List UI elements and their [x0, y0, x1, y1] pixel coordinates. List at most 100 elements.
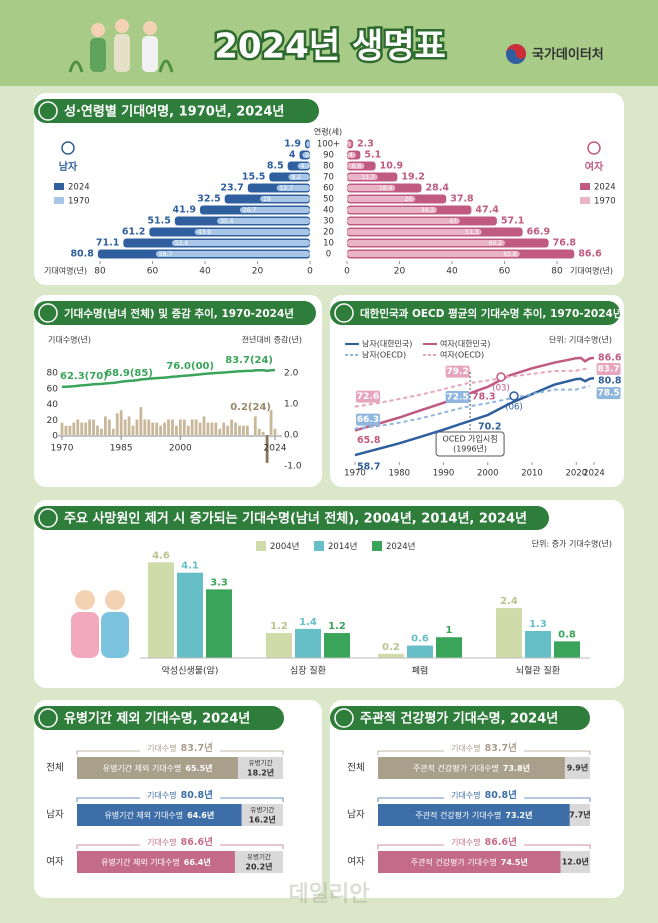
data-label: 80.8	[70, 249, 94, 260]
bar	[147, 419, 151, 435]
bar	[269, 410, 273, 435]
category-label: 폐렴	[412, 665, 429, 677]
category-label: 남자	[347, 810, 365, 821]
data-label: 51.5	[147, 216, 170, 227]
x-tick-label: 2010	[521, 469, 543, 479]
segment-value: 16.2년	[249, 815, 276, 825]
data-label: 0.8	[558, 629, 576, 640]
x-tick-label: 80	[94, 267, 106, 277]
bar	[178, 419, 182, 435]
data-label: 1.5	[309, 141, 319, 148]
y2-tick-label: -1.0	[284, 462, 302, 472]
bar-segment	[77, 804, 242, 826]
data-label: 3.4	[343, 152, 353, 159]
bar	[295, 628, 321, 658]
agency-name: 국가데이터처	[532, 47, 604, 63]
y-tick-label: 60	[47, 384, 59, 394]
segment-value: 20.2년	[245, 862, 272, 872]
data-label: 2.4	[500, 596, 518, 607]
legend-label: 1970	[68, 197, 90, 207]
bar	[76, 419, 80, 435]
axis-title: 기대여명(년)	[570, 266, 613, 276]
label-box	[445, 391, 470, 403]
bar	[186, 425, 190, 435]
bar	[525, 630, 551, 658]
data-label: 65.8	[503, 251, 517, 258]
bar	[260, 196, 310, 202]
category-label: 50	[323, 195, 334, 205]
panel-title-bar	[34, 506, 549, 530]
category-label: 악성신생물(암)	[162, 665, 219, 677]
category-label: 30	[323, 217, 334, 227]
panel-title-bar	[34, 301, 316, 325]
panel	[34, 295, 322, 487]
unit: 단위: 증가 기대수명(년)	[532, 539, 612, 549]
bar	[111, 428, 115, 435]
bar	[324, 633, 350, 658]
data-label: 5.1	[364, 150, 381, 161]
bar	[206, 589, 232, 658]
bar-segment	[560, 851, 590, 873]
segment-label: 유병기간 제외 기대수명 64.6년	[104, 810, 214, 820]
bar	[273, 428, 277, 435]
bar	[496, 608, 522, 658]
x-tick-label: 1970	[344, 469, 366, 479]
bar	[261, 431, 265, 435]
bar	[214, 422, 218, 435]
panel-title: 유병기간 제외 기대수명, 2024년	[64, 711, 250, 727]
total-label-bg	[140, 836, 220, 847]
data-label: 80.8	[598, 376, 622, 387]
bar-segment	[564, 757, 590, 779]
bar	[96, 425, 99, 435]
bar	[302, 152, 310, 158]
y2-axis-title: 전년대비 증감(년)	[242, 335, 302, 345]
y-tick-label: 20	[47, 416, 59, 426]
bar	[100, 428, 103, 435]
total-name: 기대수명	[147, 837, 176, 847]
category-label: 전체	[347, 763, 364, 774]
category-label: 20	[323, 228, 334, 238]
legend-label: 2024	[68, 183, 90, 193]
bar	[288, 174, 310, 180]
x-tick-label: 60	[147, 267, 159, 277]
bar	[230, 419, 234, 435]
bar	[60, 422, 64, 435]
bar	[347, 152, 356, 158]
bar	[139, 407, 143, 435]
category-axis-title: 연령(세)	[314, 128, 342, 137]
x-tick-label: 2024	[264, 444, 287, 454]
data-label: 1.7	[339, 141, 349, 148]
legend-label: 2004년	[270, 541, 299, 552]
bar-segment	[77, 757, 239, 779]
panel-icon	[38, 508, 58, 528]
bar	[131, 425, 135, 435]
segment-label: 주관적 건강평가 기대수명 73.2년	[415, 810, 532, 820]
category-label: 80	[323, 162, 334, 172]
data-label: 8.2	[291, 174, 301, 181]
bar	[206, 422, 210, 435]
legend-group: 여자	[585, 160, 604, 173]
x-tick-label: 20	[394, 267, 406, 277]
bar	[242, 425, 245, 435]
y-tick-label: 0	[52, 432, 58, 442]
total-name: 기대수명	[147, 790, 176, 800]
total-label: 기대수명 83.7년	[147, 742, 213, 754]
data-label: 37.8	[450, 194, 474, 205]
legend-label: 2014년	[328, 541, 357, 552]
panel-icon	[38, 303, 58, 323]
data-label: 18.4	[379, 185, 393, 192]
data-label: 78.3	[472, 391, 495, 402]
bar-segment	[238, 757, 283, 779]
bar	[347, 185, 396, 191]
watermark: 데일리안	[289, 882, 370, 907]
panel-icon	[38, 101, 58, 121]
data-label: 4	[289, 150, 296, 161]
annotation: 83.7(24)	[225, 355, 273, 366]
segment-name: 유병기간 제외 기대수명	[103, 763, 182, 773]
bar	[210, 422, 214, 435]
total-label: 기대수명 83.7년	[451, 742, 517, 754]
agency-logo	[506, 44, 526, 64]
data-label: 60.2	[489, 240, 503, 247]
category-label: 60	[323, 184, 334, 194]
data-label: 3.3	[210, 577, 228, 588]
